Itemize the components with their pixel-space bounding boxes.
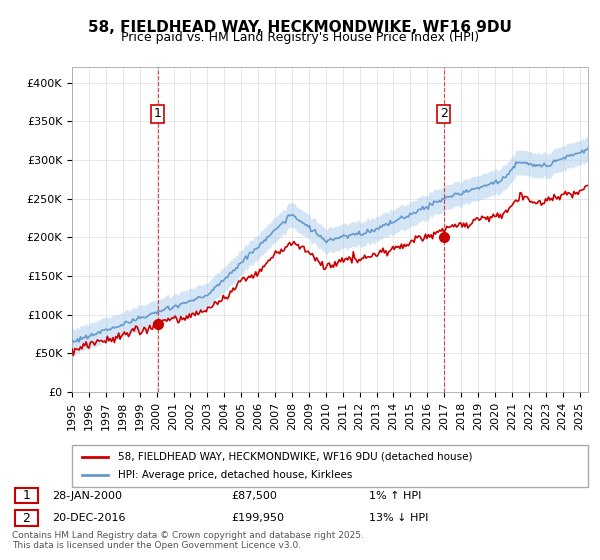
Text: 1% ↑ HPI: 1% ↑ HPI <box>369 491 421 501</box>
Text: 58, FIELDHEAD WAY, HECKMONDWIKE, WF16 9DU (detached house): 58, FIELDHEAD WAY, HECKMONDWIKE, WF16 9D… <box>118 452 473 462</box>
FancyBboxPatch shape <box>15 511 38 525</box>
Text: Price paid vs. HM Land Registry's House Price Index (HPI): Price paid vs. HM Land Registry's House … <box>121 31 479 44</box>
Text: 2: 2 <box>22 511 31 525</box>
FancyBboxPatch shape <box>15 488 38 503</box>
Text: 1: 1 <box>22 489 31 502</box>
Text: 20-DEC-2016: 20-DEC-2016 <box>52 513 126 523</box>
Text: 13% ↓ HPI: 13% ↓ HPI <box>369 513 428 523</box>
FancyBboxPatch shape <box>72 445 588 487</box>
Text: HPI: Average price, detached house, Kirklees: HPI: Average price, detached house, Kirk… <box>118 470 353 480</box>
Text: Contains HM Land Registry data © Crown copyright and database right 2025.
This d: Contains HM Land Registry data © Crown c… <box>12 530 364 550</box>
Text: 2: 2 <box>440 107 448 120</box>
Text: £87,500: £87,500 <box>231 491 277 501</box>
Text: 58, FIELDHEAD WAY, HECKMONDWIKE, WF16 9DU: 58, FIELDHEAD WAY, HECKMONDWIKE, WF16 9D… <box>88 20 512 35</box>
Text: 1: 1 <box>154 107 162 120</box>
Text: £199,950: £199,950 <box>231 513 284 523</box>
Text: 28-JAN-2000: 28-JAN-2000 <box>52 491 122 501</box>
